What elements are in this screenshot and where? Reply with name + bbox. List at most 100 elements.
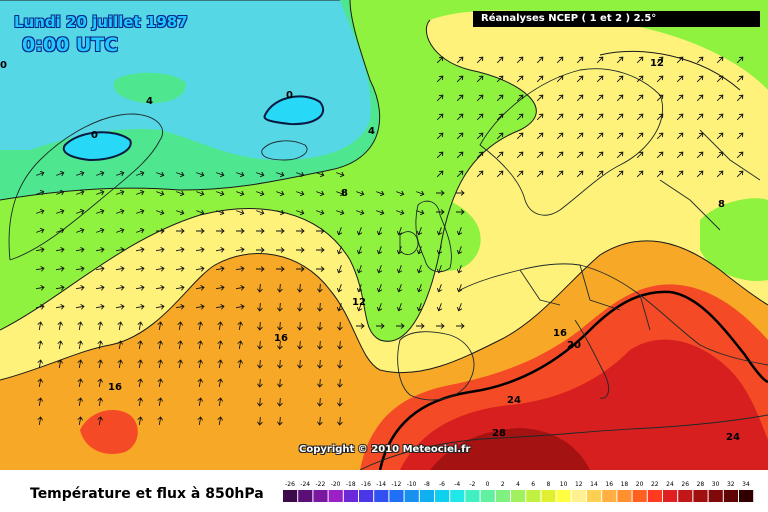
color-legend: -26 -24 -22 -20 -18 -16 -14 -12 -10 -8 -6 -4 -2 0 2 4 6 8… xyxy=(283,481,754,502)
wind-arrow xyxy=(277,321,283,331)
wind-arrow xyxy=(736,132,744,140)
legend-swatches xyxy=(283,490,754,502)
wind-arrow xyxy=(197,340,204,350)
wind-arrow xyxy=(177,359,184,369)
legend-swatch xyxy=(693,490,708,502)
wind-arrow xyxy=(696,170,704,178)
wind-arrow xyxy=(256,228,265,234)
wind-arrow xyxy=(396,246,403,255)
wind-arrow xyxy=(436,75,444,83)
wind-arrow xyxy=(396,303,403,312)
wind-arrow xyxy=(177,340,184,350)
wind-arrow xyxy=(75,246,85,253)
wind-arrow xyxy=(135,284,145,291)
wind-arrow xyxy=(156,228,165,234)
isotherm-label: 24 xyxy=(726,432,740,443)
wind-arrow xyxy=(416,227,423,236)
wind-arrow xyxy=(336,246,343,255)
map-date: Lundi 20 juillet 1987 xyxy=(14,13,188,31)
wind-arrow xyxy=(696,151,704,159)
wind-arrow xyxy=(316,247,325,253)
wind-arrow xyxy=(197,397,204,407)
wind-arrow xyxy=(276,209,285,216)
wind-arrow xyxy=(215,265,225,272)
wind-arrow xyxy=(476,94,484,102)
legend-swatch xyxy=(739,490,754,502)
wind-arrow xyxy=(356,303,363,312)
isotherm-labels: 0 0 4 0 4 8 8 12 12 16 16 16 20 24 24 28 xyxy=(0,58,740,443)
wind-arrow xyxy=(376,265,383,274)
isotherm-label: 16 xyxy=(274,333,288,344)
wind-arrow xyxy=(76,208,85,215)
wind-arrow xyxy=(616,94,624,102)
wind-arrow xyxy=(356,227,363,236)
wind-arrow xyxy=(476,170,484,178)
wind-arrow xyxy=(596,151,604,159)
map-caption: Température et flux à 850hPa xyxy=(30,486,264,502)
wind-arrow xyxy=(337,321,343,331)
wind-arrow xyxy=(217,321,224,331)
wind-arrow xyxy=(277,283,283,293)
wind-arrow xyxy=(336,265,343,274)
wind-arrow xyxy=(616,56,624,64)
wind-arrow xyxy=(297,302,303,312)
wind-arrow xyxy=(496,132,504,140)
wind-arrow xyxy=(317,397,323,407)
wind-arrow xyxy=(276,266,285,272)
wind-arrow xyxy=(696,56,704,64)
wind-arrow xyxy=(576,151,584,159)
wind-arrow xyxy=(277,340,283,350)
wind-arrow xyxy=(155,303,165,310)
legend-tick: 0 xyxy=(486,481,490,488)
legend-tick: -12 xyxy=(391,481,401,488)
wind-arrow xyxy=(55,284,65,291)
wind-arrow xyxy=(57,359,64,369)
wind-arrow xyxy=(235,284,245,291)
wind-arrow xyxy=(416,265,423,274)
wind-arrow xyxy=(117,359,124,369)
legend-tick: 30 xyxy=(712,481,720,488)
wind-arrow xyxy=(317,359,323,369)
wind-arrow xyxy=(676,94,684,102)
wind-arrow xyxy=(616,170,624,178)
wind-arrow xyxy=(536,94,544,102)
legend-swatch xyxy=(298,490,313,502)
wind-arrow xyxy=(376,190,385,197)
isotherm-label: 0 xyxy=(286,90,293,101)
legend-tick: -20 xyxy=(331,481,341,488)
isotherm-label: 8 xyxy=(718,199,725,210)
wind-arrow xyxy=(256,190,265,197)
wind-arrow xyxy=(296,209,305,216)
wind-arrow xyxy=(536,170,544,178)
wind-arrow xyxy=(556,75,564,83)
wind-arrow xyxy=(536,151,544,159)
wind-arrow xyxy=(96,189,105,196)
wind-arrow xyxy=(135,265,145,272)
legend-tick: -24 xyxy=(300,481,310,488)
wind-arrow xyxy=(616,151,624,159)
legend-swatch xyxy=(587,490,602,502)
legend-swatch xyxy=(617,490,632,502)
legend-tick: -10 xyxy=(407,481,417,488)
wind-arrow xyxy=(195,303,205,310)
wind-arrow xyxy=(436,170,444,178)
wind-arrow xyxy=(76,189,85,196)
wind-arrow xyxy=(175,246,185,253)
isotherm-label: 0 xyxy=(0,60,7,71)
wind-arrow xyxy=(36,227,45,234)
footer: Température et flux à 850hPa -26 -24 -22 -2… xyxy=(0,470,768,512)
wind-arrow xyxy=(376,323,385,329)
wind-arrow xyxy=(176,190,185,197)
wind-arrows xyxy=(35,56,744,426)
legend-tick: -6 xyxy=(439,481,445,488)
wind-arrow xyxy=(256,266,265,272)
wind-arrow xyxy=(716,132,724,140)
wind-arrow xyxy=(195,265,205,272)
isotherm-label: 16 xyxy=(553,328,567,339)
wind-arrow xyxy=(57,321,64,331)
legend-tick: 24 xyxy=(666,481,674,488)
legend-swatch xyxy=(374,490,389,502)
wind-arrow xyxy=(297,340,303,350)
wind-arrow xyxy=(676,56,684,64)
wind-arrow xyxy=(556,151,564,159)
